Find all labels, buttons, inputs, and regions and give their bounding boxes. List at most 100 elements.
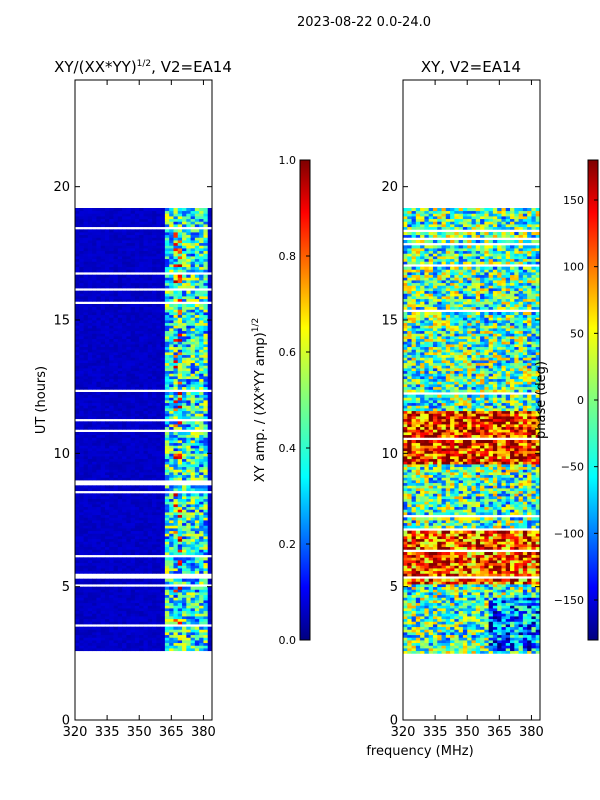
heatmap-cell <box>139 216 144 220</box>
heatmap-cell <box>190 565 196 569</box>
heatmap-cell <box>139 322 144 326</box>
heatmap-cell <box>100 269 106 273</box>
heatmap-cell <box>160 221 166 225</box>
heatmap-cell <box>139 269 144 273</box>
heatmap-cell <box>169 562 174 566</box>
heatmap-cell <box>147 405 153 409</box>
heatmap-cell <box>173 445 179 449</box>
heatmap-cell <box>143 445 149 449</box>
heatmap-cell <box>471 648 477 652</box>
heatmap-cell <box>96 237 102 241</box>
heatmap-cell <box>100 557 106 561</box>
heatmap-cell <box>186 648 191 652</box>
heatmap-cell <box>207 477 213 481</box>
heatmap-cell <box>207 208 213 212</box>
heatmap-cell <box>190 469 196 473</box>
heatmap-cell <box>87 357 93 361</box>
heatmap-cell <box>182 256 187 260</box>
heatmap-cell <box>92 514 97 518</box>
heatmap-cell <box>104 258 110 262</box>
heatmap-cell <box>139 442 144 446</box>
heatmap-cell <box>139 509 144 513</box>
heatmap-cell <box>143 410 149 414</box>
heatmap-cell <box>156 562 162 566</box>
heatmap-cell <box>147 501 153 505</box>
heatmap-cell <box>147 274 153 278</box>
heatmap-cell <box>186 586 191 590</box>
heatmap-cell <box>104 325 110 329</box>
heatmap-cell <box>130 645 136 649</box>
heatmap-cell <box>113 352 119 356</box>
heatmap-cell <box>147 589 153 593</box>
heatmap-cell <box>134 546 140 550</box>
heatmap-cell <box>203 386 209 390</box>
heatmap-cell <box>147 600 153 604</box>
heatmap-cell <box>505 645 511 649</box>
heatmap-cell <box>182 608 187 612</box>
heatmap-cell <box>113 552 119 556</box>
heatmap-cell <box>104 450 110 454</box>
heatmap-cell <box>199 605 204 609</box>
heatmap-cell <box>169 410 174 414</box>
heatmap-cell <box>109 610 114 614</box>
heatmap-cell <box>203 234 209 238</box>
heatmap-cell <box>160 640 166 644</box>
heatmap-cell <box>75 394 80 398</box>
heatmap-cell <box>177 365 183 369</box>
heatmap-cell <box>164 445 170 449</box>
heatmap-cell <box>87 392 93 396</box>
heatmap-cell <box>83 392 89 396</box>
heatmap-cell <box>164 597 170 601</box>
heatmap-cell <box>96 277 102 281</box>
heatmap-cell <box>143 578 149 582</box>
heatmap-cell <box>194 416 200 420</box>
heatmap-cell <box>147 512 153 516</box>
heatmap-cell <box>173 282 179 286</box>
heatmap-cell <box>169 610 174 614</box>
heatmap-cell <box>113 610 119 614</box>
heatmap-cell <box>152 530 157 534</box>
heatmap-cell <box>83 232 89 236</box>
heatmap-cell <box>122 338 127 342</box>
heatmap-cell <box>173 594 179 598</box>
colorbar-tick-label: 0.6 <box>279 346 297 359</box>
heatmap-cell <box>126 522 132 526</box>
heatmap-cell <box>117 613 123 617</box>
heatmap-cell <box>173 586 179 590</box>
heatmap-cell <box>152 384 157 388</box>
heatmap-cell <box>190 346 196 350</box>
heatmap-cell <box>194 432 200 436</box>
heatmap-cell <box>79 522 84 526</box>
heatmap-cell <box>113 221 119 225</box>
heatmap-cell <box>160 424 166 428</box>
heatmap-cell <box>96 296 102 300</box>
heatmap-cell <box>147 592 153 596</box>
y-tick-label: 10 <box>53 447 70 462</box>
heatmap-cell <box>83 330 89 334</box>
heatmap-cell <box>190 357 196 361</box>
heatmap-cell <box>79 290 84 294</box>
heatmap-cell <box>147 237 153 241</box>
heatmap-cell <box>79 442 84 446</box>
heatmap-cell <box>83 365 89 369</box>
heatmap-cell <box>173 250 179 254</box>
heatmap-cell <box>113 496 119 500</box>
heatmap-cell <box>160 528 166 532</box>
heatmap-cell <box>203 240 209 244</box>
heatmap-cell <box>152 456 157 460</box>
heatmap-cell <box>92 408 97 412</box>
heatmap-cell <box>75 280 80 284</box>
heatmap-cell <box>156 210 162 214</box>
heatmap-cell <box>173 333 179 337</box>
heatmap-cell <box>139 293 144 297</box>
heatmap-cell <box>109 445 114 449</box>
heatmap-cell <box>194 322 200 326</box>
heatmap-cell <box>207 256 213 260</box>
heatmap-cell <box>199 597 204 601</box>
heatmap-cell <box>173 453 179 457</box>
heatmap-cell <box>207 224 213 228</box>
heatmap-cell <box>207 322 213 326</box>
heatmap-cell <box>164 376 170 380</box>
heatmap-cell <box>156 416 162 420</box>
heatmap-cell <box>186 560 191 564</box>
